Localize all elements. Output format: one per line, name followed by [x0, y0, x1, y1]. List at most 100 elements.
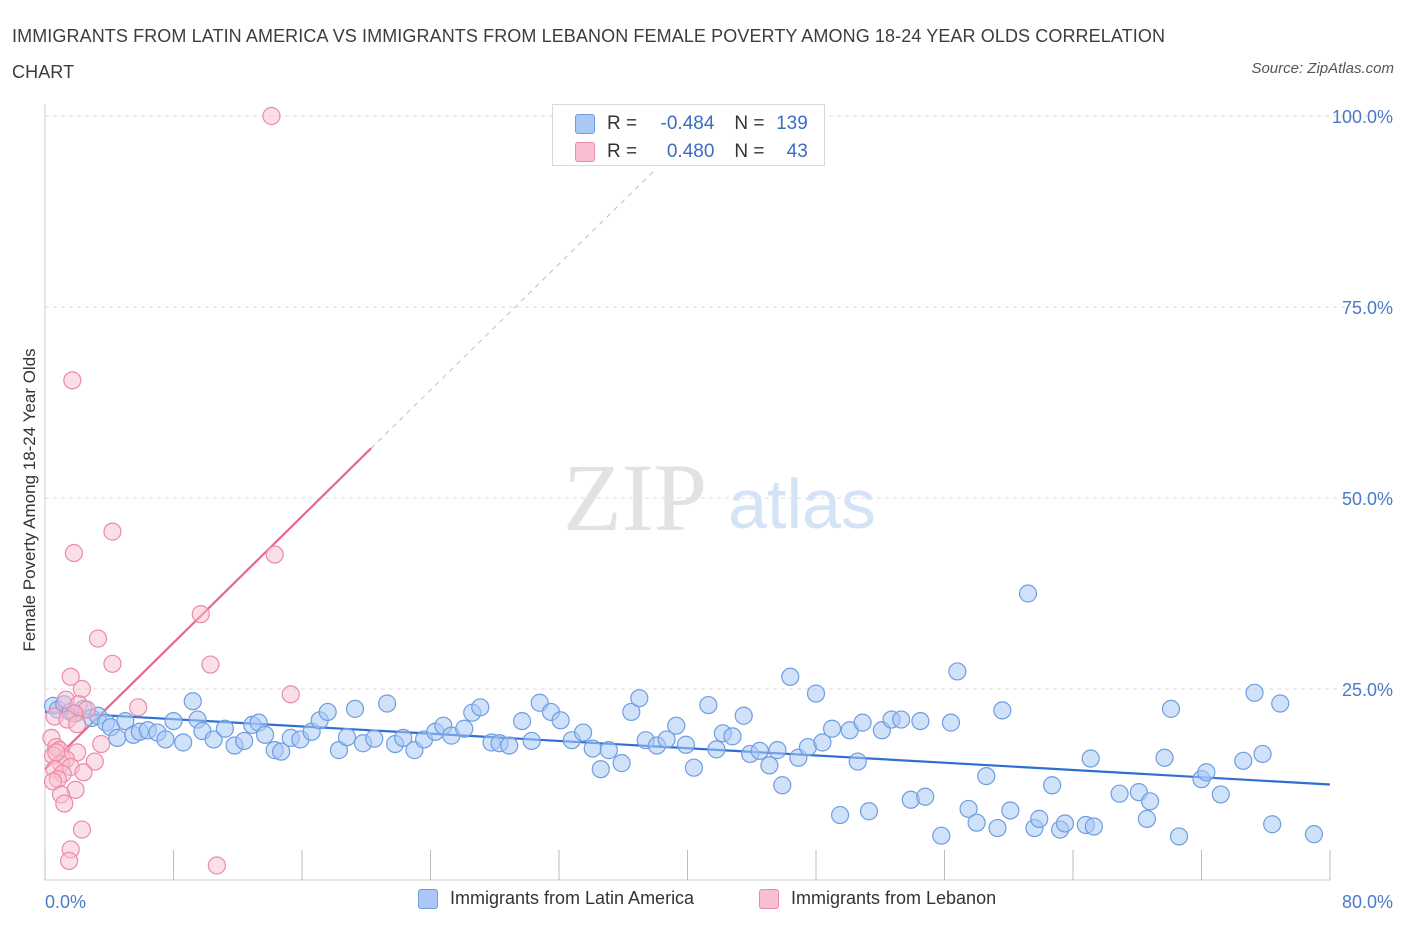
point-latin-america — [1304, 825, 1324, 844]
point-latin-america — [723, 727, 742, 746]
point-latin-america — [734, 706, 753, 725]
stats-swatch-latin-america — [575, 114, 595, 134]
point-latin-america — [204, 730, 223, 749]
y-tick-label: 50.0% — [1342, 489, 1393, 509]
point-latin-america — [512, 711, 532, 731]
stats-n-value: 139 — [776, 113, 808, 134]
point-latin-america — [255, 725, 275, 744]
point-latin-america — [853, 713, 872, 732]
point-latin-america — [750, 741, 769, 760]
y-tick-label: 25.0% — [1342, 680, 1393, 700]
point-latin-america — [573, 723, 593, 742]
point-latin-america — [630, 689, 649, 708]
point-latin-america — [1110, 784, 1129, 803]
point-latin-america — [1001, 801, 1020, 820]
point-latin-america — [848, 752, 867, 771]
stats-n-value: 43 — [786, 141, 808, 162]
point-lebanon — [59, 851, 79, 871]
point-latin-america — [1155, 748, 1174, 767]
point-lebanon — [72, 679, 92, 699]
point-lebanon — [207, 856, 226, 875]
point-latin-america — [1030, 809, 1049, 828]
legend-item-lebanon[interactable]: Immigrants from Lebanon — [759, 888, 996, 909]
point-latin-america — [822, 719, 842, 738]
point-latin-america — [500, 736, 519, 755]
point-latin-america — [948, 662, 967, 681]
points-lebanon — [42, 106, 300, 875]
point-lebanon — [103, 654, 122, 673]
point-latin-america — [988, 818, 1007, 838]
point-lebanon — [92, 734, 111, 754]
point-latin-america — [684, 758, 704, 777]
point-latin-america — [830, 805, 850, 825]
legend-swatch-latin-america — [418, 888, 438, 909]
watermark: ZIP atlas — [563, 444, 876, 551]
point-lebanon — [68, 715, 87, 734]
axes — [44, 104, 1331, 881]
point-lebanon — [63, 371, 82, 390]
point-latin-america — [676, 735, 695, 754]
legend-swatch-lebanon — [759, 888, 779, 909]
legend: Immigrants from Latin America Immigrants… — [0, 888, 1406, 916]
point-latin-america — [1197, 763, 1216, 782]
point-latin-america — [1253, 744, 1272, 764]
point-lebanon — [61, 667, 80, 686]
point-latin-america — [1081, 749, 1100, 768]
point-latin-america — [345, 699, 365, 718]
legend-item-latin-america[interactable]: Immigrants from Latin America — [418, 888, 694, 909]
point-lebanon — [262, 106, 281, 126]
point-lebanon — [47, 743, 66, 762]
point-latin-america — [215, 719, 234, 738]
point-latin-america — [773, 776, 792, 795]
y-axis-label: Female Poverty Among 18-24 Year Olds — [20, 348, 39, 652]
legend-label: Immigrants from Latin America — [450, 888, 695, 908]
stats-swatch-lebanon — [575, 142, 595, 162]
point-latin-america — [1084, 817, 1103, 836]
point-lebanon — [201, 655, 220, 674]
point-latin-america — [806, 684, 826, 703]
point-latin-america — [108, 728, 127, 747]
point-latin-america — [1043, 776, 1062, 795]
point-latin-america — [977, 766, 996, 786]
point-latin-america — [378, 694, 397, 713]
point-latin-america — [768, 741, 787, 760]
point-latin-america — [892, 710, 911, 729]
point-latin-america — [911, 711, 930, 731]
point-latin-america — [1169, 827, 1189, 846]
point-latin-america — [1234, 751, 1253, 770]
stats-r-label: R = — [607, 113, 638, 134]
point-latin-america — [1055, 814, 1075, 833]
point-lebanon — [74, 763, 93, 782]
point-latin-america — [471, 698, 490, 717]
point-latin-america — [1245, 683, 1264, 702]
point-latin-america — [1211, 785, 1230, 804]
grid-lines — [45, 115, 1375, 690]
point-latin-america — [993, 701, 1012, 720]
stats-r-value: -0.484 — [660, 113, 715, 134]
watermark-zip: ZIP — [563, 444, 707, 551]
point-lebanon — [103, 522, 122, 541]
point-latin-america — [1018, 584, 1038, 603]
point-latin-america — [959, 799, 978, 819]
point-latin-america — [699, 695, 718, 715]
point-latin-america — [1263, 815, 1282, 834]
stats-row-latin-america: R = -0.484 N = 139 — [575, 110, 808, 138]
point-latin-america — [183, 692, 202, 711]
point-latin-america — [329, 741, 349, 760]
trend-line-lebanon-extension — [370, 169, 656, 449]
y-tick-label: 100.0% — [1332, 107, 1393, 127]
point-latin-america — [116, 711, 135, 731]
watermark-atlas: atlas — [728, 465, 876, 543]
point-latin-america — [318, 702, 337, 722]
correlation-stats-box: R = -0.484 N = 139 R = 0.480 N = 43 — [552, 104, 825, 166]
chart-source: Source: ZipAtlas.com — [1251, 60, 1394, 77]
point-latin-america — [522, 731, 541, 751]
point-latin-america — [941, 713, 961, 732]
point-latin-america — [707, 740, 726, 759]
point-lebanon — [191, 605, 210, 624]
points-latin-america — [43, 584, 1324, 846]
stats-r-value: 0.480 — [666, 141, 715, 162]
tick-labels: 25.0% 50.0% 75.0% 100.0% 0.0% 80.0% — [45, 107, 1393, 912]
point-latin-america — [859, 802, 879, 821]
